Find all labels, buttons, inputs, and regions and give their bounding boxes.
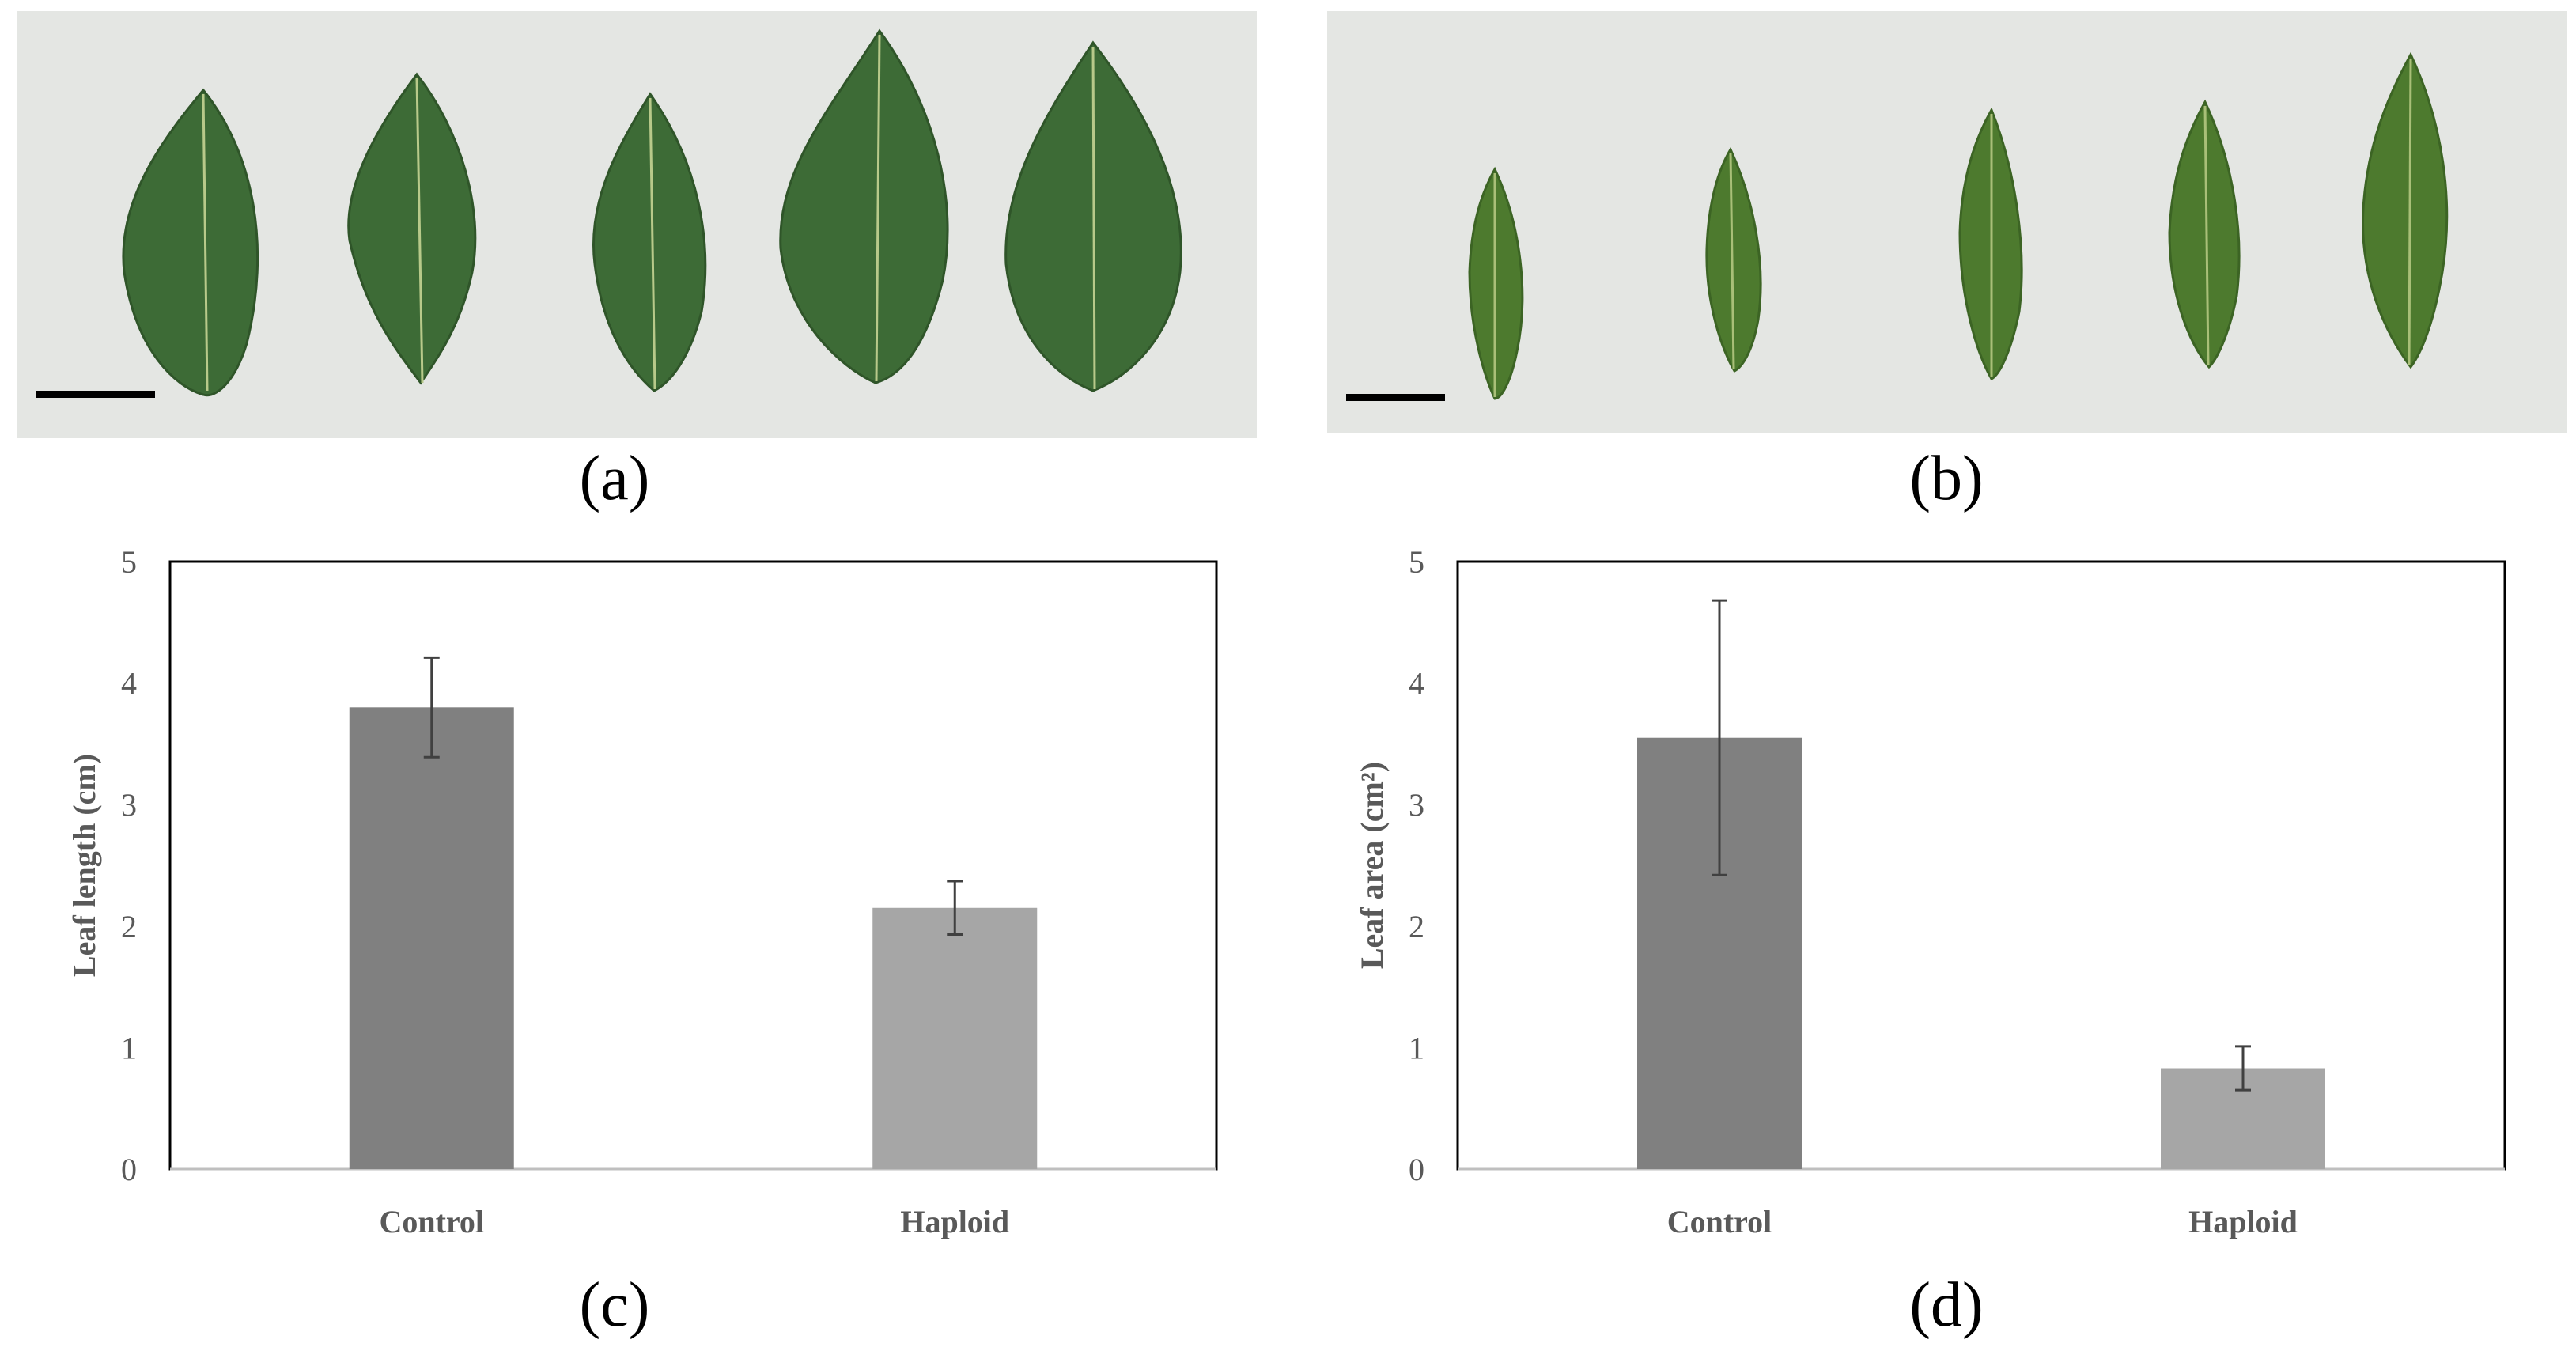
panel-label-a: (a) <box>579 444 650 513</box>
panel-label-b: (b) <box>1909 444 1984 513</box>
y-axis-label: Leaf length (cm) <box>66 754 102 977</box>
y-tick-label: 1 <box>121 1030 137 1065</box>
photo-panel-a <box>17 11 1257 438</box>
leaf-icon <box>2168 99 2241 369</box>
y-tick-label: 4 <box>121 666 137 702</box>
y-tick-label: 2 <box>1409 909 1424 944</box>
plot-area-frame <box>1456 560 2506 1171</box>
leaf-midribs <box>202 34 1096 392</box>
x-tick-label: Control <box>1667 1204 1772 1239</box>
y-tick-label: 0 <box>121 1152 137 1187</box>
plot-area-frame <box>168 560 1218 1171</box>
leaf-icon <box>779 28 949 384</box>
y-axis-label: Leaf area (cm²) <box>1354 762 1390 969</box>
y-tick-label: 4 <box>1409 666 1424 702</box>
y-tick-label: 3 <box>1409 787 1424 823</box>
leaf-midribs <box>1493 58 2412 397</box>
leaf-icon <box>122 88 259 397</box>
y-tick-label: 1 <box>1409 1030 1424 1065</box>
y-tick-label: 0 <box>1409 1152 1424 1187</box>
chart-leaf-area: 0 1 2 3 4 5 Leaf area (cm²) Control Haploid <box>1354 544 2506 1239</box>
x-tick-label: Haploid <box>2188 1204 2298 1239</box>
leaf-icon <box>592 92 707 392</box>
leaf-icon <box>2362 51 2449 369</box>
x-tick-label: Haploid <box>900 1204 1009 1239</box>
bar-control <box>349 707 514 1169</box>
y-tick-label: 3 <box>121 787 137 823</box>
photo-background <box>1327 11 2567 433</box>
y-tick-label: 5 <box>121 544 137 580</box>
photo-panel-b <box>1327 11 2567 433</box>
panel-label-c: (c) <box>579 1270 650 1340</box>
y-tick-label: 2 <box>121 909 137 944</box>
leaf-icon <box>1705 146 1762 373</box>
chart-leaf-length: 0 1 2 3 4 5 Leaf length (cm) Control Haploid <box>66 544 1218 1239</box>
scale-bar <box>36 391 155 398</box>
leaf-icon <box>347 72 477 385</box>
x-tick-label: Control <box>379 1204 484 1239</box>
scale-bar <box>1346 394 1445 401</box>
y-tick-label: 5 <box>1409 544 1424 580</box>
panel-label-d: (d) <box>1909 1270 1984 1340</box>
bar-haploid <box>872 907 1038 1169</box>
